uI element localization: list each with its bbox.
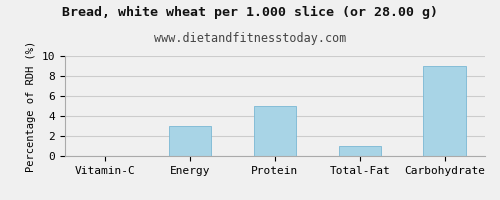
Text: www.dietandfitnesstoday.com: www.dietandfitnesstoday.com bbox=[154, 32, 346, 45]
Y-axis label: Percentage of RDH (%): Percentage of RDH (%) bbox=[26, 40, 36, 172]
Bar bbox=[254, 106, 296, 156]
Text: Bread, white wheat per 1.000 slice (or 28.00 g): Bread, white wheat per 1.000 slice (or 2… bbox=[62, 6, 438, 19]
Bar bbox=[424, 66, 466, 156]
Bar bbox=[338, 146, 381, 156]
Bar bbox=[169, 126, 212, 156]
